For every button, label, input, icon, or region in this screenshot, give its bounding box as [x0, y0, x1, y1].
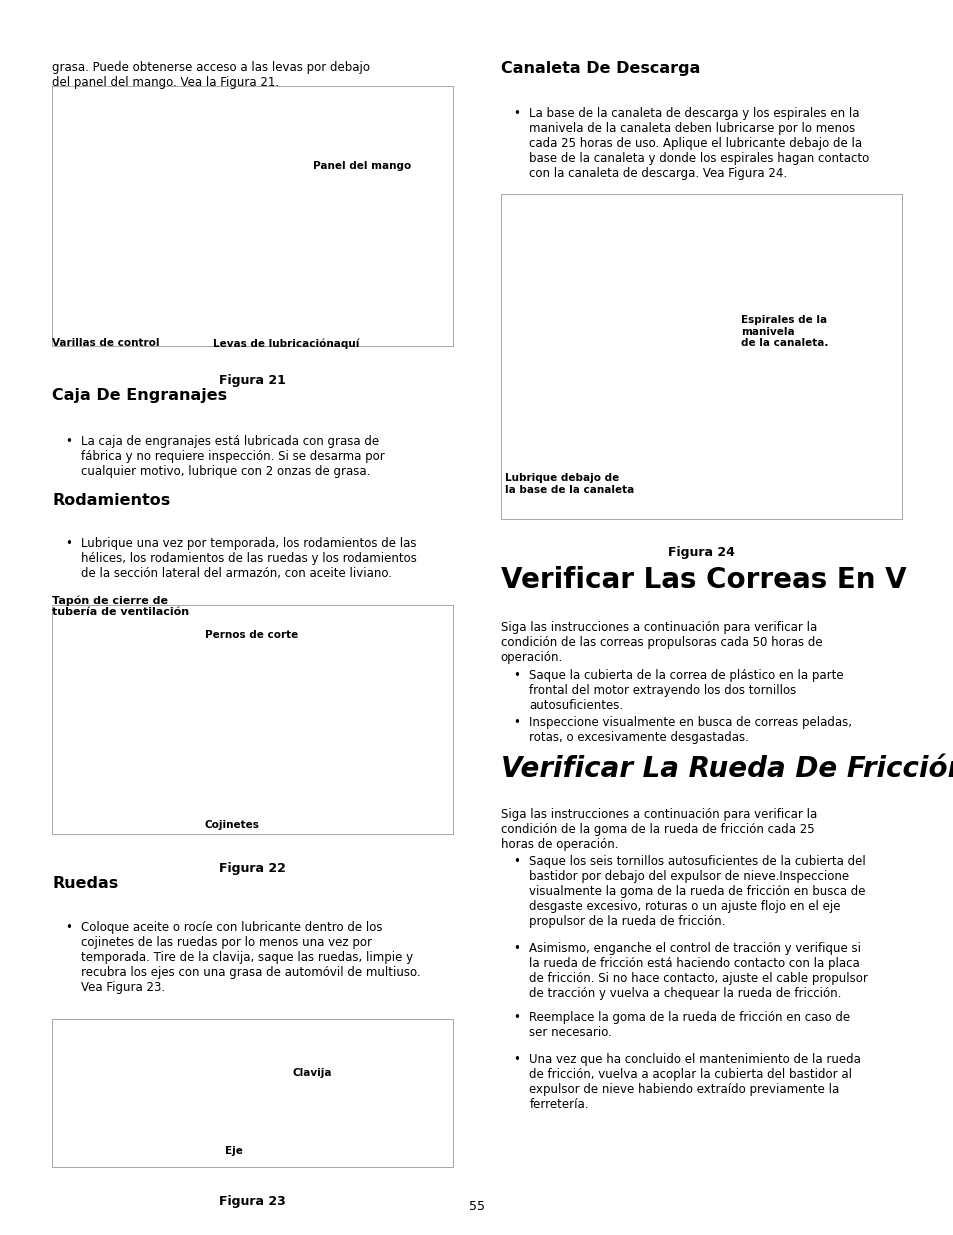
Text: •: •	[513, 716, 519, 730]
Text: La base de la canaleta de descarga y los espirales en la
manivela de la canaleta: La base de la canaleta de descarga y los…	[529, 107, 869, 180]
Text: •: •	[513, 107, 519, 121]
Text: Rodamientos: Rodamientos	[52, 493, 171, 508]
Text: Varillas de control: Varillas de control	[52, 338, 160, 348]
Text: Figura 24: Figura 24	[667, 546, 734, 559]
Text: Cojinetes: Cojinetes	[205, 820, 259, 830]
Text: Verificar Las Correas En V: Verificar Las Correas En V	[500, 566, 905, 594]
Text: Panel del mango: Panel del mango	[313, 161, 411, 170]
Text: Reemplace la goma de la rueda de fricción en caso de
ser necesario.: Reemplace la goma de la rueda de fricció…	[529, 1011, 850, 1040]
Text: •: •	[513, 942, 519, 956]
Text: Figura 23: Figura 23	[219, 1195, 286, 1209]
Text: Espirales de la
manivela
de la canaleta.: Espirales de la manivela de la canaleta.	[740, 315, 828, 348]
Bar	[500, 194, 901, 519]
Text: Levas de lubricaciónaquí: Levas de lubricaciónaquí	[213, 338, 358, 350]
Text: Caja De Engranajes: Caja De Engranajes	[52, 388, 228, 403]
Text: Siga las instrucciones a continuación para verificar la
condición de la goma de : Siga las instrucciones a continuación pa…	[500, 808, 816, 851]
Text: grasa. Puede obtenerse acceso a las levas por debajo
del panel del mango. Vea la: grasa. Puede obtenerse acceso a las leva…	[52, 61, 370, 89]
Text: Inspeccione visualmente en busca de correas peladas,
rotas, o excesivamente desg: Inspeccione visualmente en busca de corr…	[529, 716, 852, 745]
Text: •: •	[65, 921, 71, 935]
Text: Tapón de cierre de
tubería de ventilación: Tapón de cierre de tubería de ventilació…	[52, 595, 190, 618]
Text: Coloque aceite o rocíe con lubricante dentro de los
cojinetes de las ruedas por : Coloque aceite o rocíe con lubricante de…	[81, 921, 420, 994]
Text: Canaleta De Descarga: Canaleta De Descarga	[500, 61, 700, 75]
Text: Eje: Eje	[225, 1146, 242, 1156]
Text: Figura 22: Figura 22	[219, 862, 286, 876]
Text: •: •	[513, 1011, 519, 1025]
Text: Lubrique debajo de
la base de la canaleta: Lubrique debajo de la base de la canalet…	[504, 473, 634, 494]
Bar	[52, 1019, 453, 1167]
Text: •: •	[513, 855, 519, 868]
Text: Verificar La Rueda De Fricción: Verificar La Rueda De Fricción	[500, 755, 953, 783]
Text: Una vez que ha concluido el mantenimiento de la rueda
de fricción, vuelva a acop: Una vez que ha concluido el mantenimient…	[529, 1053, 861, 1112]
Text: Ruedas: Ruedas	[52, 876, 118, 890]
Text: 55: 55	[469, 1199, 484, 1213]
Text: Clavija: Clavija	[293, 1068, 332, 1078]
Text: Saque los seis tornillos autosuficientes de la cubierta del
bastidor por debajo : Saque los seis tornillos autosuficientes…	[529, 855, 865, 927]
Text: Lubrique una vez por temporada, los rodamientos de las
hélices, los rodamientos : Lubrique una vez por temporada, los roda…	[81, 537, 416, 580]
Text: La caja de engranajes está lubricada con grasa de
fábrica y no requiere inspecci: La caja de engranajes está lubricada con…	[81, 435, 384, 478]
Text: •: •	[65, 435, 71, 448]
Text: Saque la cubierta de la correa de plástico en la parte
frontal del motor extraye: Saque la cubierta de la correa de plásti…	[529, 669, 843, 713]
Text: •: •	[513, 669, 519, 683]
Bar	[52, 86, 453, 346]
Text: Asimismo, enganche el control de tracción y verifique si
la rueda de fricción es: Asimismo, enganche el control de tracció…	[529, 942, 867, 1000]
Text: Figura 21: Figura 21	[219, 374, 286, 388]
Text: •: •	[65, 537, 71, 551]
Text: Siga las instrucciones a continuación para verificar la
condición de las correas: Siga las instrucciones a continuación pa…	[500, 621, 821, 664]
Bar	[52, 605, 453, 834]
Text: •: •	[513, 1053, 519, 1067]
Text: Pernos de corte: Pernos de corte	[205, 630, 297, 640]
